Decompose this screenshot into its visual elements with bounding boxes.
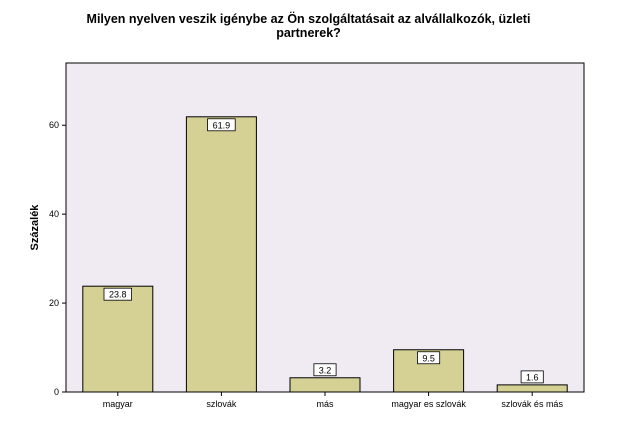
x-tick-label: magyar es szlovák [391, 399, 466, 409]
data-label-box [417, 351, 441, 365]
x-tick-label: szlovák [206, 399, 237, 409]
y-axis-title: Százalék [29, 204, 41, 251]
x-tick-label: szlovák és más [501, 399, 563, 409]
bar [82, 285, 154, 393]
bars [82, 116, 568, 393]
chart-title-line-2: partnerek? [276, 26, 341, 40]
data-label: 9.5 [422, 353, 435, 363]
tick-labels: 0 20 40 60 magyar szlovák más magyar es szlovák… [49, 120, 563, 409]
bar [289, 377, 361, 393]
chart-title: Milyen nyelven veszik igénybe az Ön szol… [0, 12, 617, 40]
y-tick-label: 40 [49, 209, 59, 219]
chart-title-line-1: Milyen nyelven veszik igénybe az Ön szol… [86, 12, 531, 26]
data-label: 23.8 [109, 290, 127, 300]
data-label-box [103, 287, 133, 301]
bar [496, 384, 568, 393]
bar [185, 116, 257, 393]
axes [62, 124, 533, 396]
data-label: 3.2 [319, 365, 332, 375]
data-label-box [520, 370, 544, 384]
data-labels: 23.8 61.9 3.2 9.5 1.6 [103, 118, 544, 384]
data-label: 61.9 [213, 120, 231, 130]
x-tick-label: magyar [103, 399, 133, 409]
data-label-box [207, 118, 236, 132]
y-tick-label: 60 [49, 120, 59, 130]
data-label-box [313, 363, 337, 377]
y-tick-label: 20 [49, 298, 59, 308]
data-label: 1.6 [526, 372, 539, 382]
x-tick-label: más [316, 399, 334, 409]
y-tick-label: 0 [54, 387, 59, 397]
